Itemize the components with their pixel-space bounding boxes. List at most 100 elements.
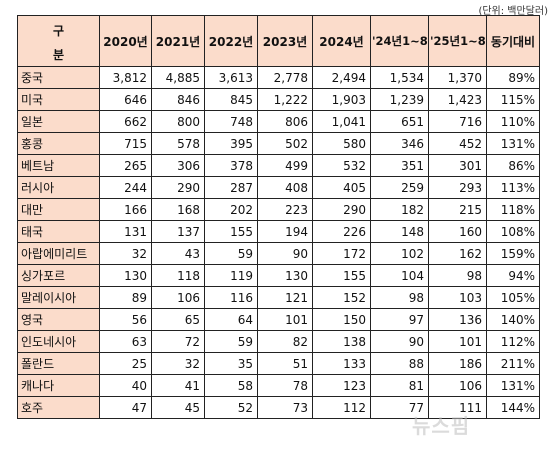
table-cell: 89% [486, 66, 540, 89]
table-cell: 715 [99, 132, 152, 155]
row-country-label: 대만 [17, 198, 100, 221]
corner-top-label: 구 [52, 24, 65, 38]
table-cell: 172 [312, 242, 371, 265]
table-cell: 1,239 [370, 88, 429, 111]
table-cell: 59 [204, 242, 258, 265]
row-country-label: 영국 [17, 308, 100, 331]
table-cell: 346 [370, 132, 429, 155]
table-cell: 138 [312, 330, 371, 353]
row-country-label: 일본 [17, 110, 100, 133]
table-cell: 1,903 [312, 88, 371, 111]
table-cell: 115% [486, 88, 540, 111]
table-cell: 82 [257, 330, 313, 353]
table-row: 태국 131 137 155 194 226 148 160 108% [17, 220, 540, 243]
table-cell: 182 [370, 198, 429, 221]
table-cell: 133 [312, 352, 371, 375]
table-cell: 395 [204, 132, 258, 155]
table-cell: 293 [428, 176, 487, 199]
table-cell: 32 [151, 352, 205, 375]
table-cell: 168 [151, 198, 205, 221]
col-header-2021: 2021년 [151, 15, 205, 67]
row-country-label: 아랍에미리트 [17, 242, 100, 265]
table-cell: 86% [486, 154, 540, 177]
row-country-label: 말레이시아 [17, 286, 100, 309]
table-cell: 301 [428, 154, 487, 177]
table-cell: 162 [428, 242, 487, 265]
export-table: 구 분 2020년 2021년 2022년 2023년 2024년 '24년1~… [17, 15, 540, 419]
row-country-label: 중국 [17, 66, 100, 89]
table-cell: 65 [151, 308, 205, 331]
row-country-label: 인도네시아 [17, 330, 100, 353]
col-header-yoy: 동기대비 [486, 15, 540, 67]
header-row: 구 분 2020년 2021년 2022년 2023년 2024년 '24년1~… [17, 15, 540, 67]
table-cell: 63 [99, 330, 152, 353]
table-cell: 90 [370, 330, 429, 353]
table-cell: 72 [151, 330, 205, 353]
table-cell: 351 [370, 154, 429, 177]
table-cell: 78 [257, 374, 313, 397]
table-cell: 580 [312, 132, 371, 155]
table-cell: 41 [151, 374, 205, 397]
table-row: 대만 166 168 202 223 290 182 215 118% [17, 198, 540, 221]
table-row: 중국 3,812 4,885 3,613 2,778 2,494 1,534 1,370 89% [17, 66, 540, 89]
table-cell: 186 [428, 352, 487, 375]
table-row: 러시아 244 290 287 408 405 259 293 113% [17, 176, 540, 199]
row-country-label: 싱가포르 [17, 264, 100, 287]
table-cell: 106 [428, 374, 487, 397]
table-cell: 2,778 [257, 66, 313, 89]
table-cell: 118% [486, 198, 540, 221]
table-cell: 140% [486, 308, 540, 331]
table-cell: 123 [312, 374, 371, 397]
table-body: 중국 3,812 4,885 3,613 2,778 2,494 1,534 1,370 89%… [17, 66, 540, 419]
table-row: 호주 47 45 52 73 112 77 111 144% [17, 396, 540, 419]
table-row: 말레이시아 89 106 116 121 152 98 103 105% [17, 286, 540, 309]
col-header-2020: 2020년 [99, 15, 152, 67]
table-cell: 104 [370, 264, 429, 287]
table-cell: 112% [486, 330, 540, 353]
table-cell: 58 [204, 374, 258, 397]
table-cell: 166 [99, 198, 152, 221]
table-cell: 103 [428, 286, 487, 309]
table-cell: 25 [99, 352, 152, 375]
table-row: 베트남 265 306 378 499 532 351 301 86% [17, 154, 540, 177]
table-cell: 59 [204, 330, 258, 353]
table-cell: 152 [312, 286, 371, 309]
table-cell: 1,041 [312, 110, 371, 133]
table-cell: 119 [204, 264, 258, 287]
table-cell: 3,812 [99, 66, 152, 89]
table-cell: 47 [99, 396, 152, 419]
table-cell: 64 [204, 308, 258, 331]
table-cell: 81 [370, 374, 429, 397]
table-cell: 716 [428, 110, 487, 133]
table-cell: 4,885 [151, 66, 205, 89]
col-header-24-jan-aug: '24년1~8월 [370, 15, 429, 67]
table-cell: 98 [428, 264, 487, 287]
table-cell: 1,423 [428, 88, 487, 111]
table-cell: 112 [312, 396, 371, 419]
row-country-label: 베트남 [17, 154, 100, 177]
table-row: 캐나다 40 41 58 78 123 81 106 131% [17, 374, 540, 397]
table-cell: 97 [370, 308, 429, 331]
table-cell: 499 [257, 154, 313, 177]
table-cell: 651 [370, 110, 429, 133]
table-cell: 1,534 [370, 66, 429, 89]
table-cell: 155 [312, 264, 371, 287]
table-cell: 131% [486, 132, 540, 155]
table-cell: 98 [370, 286, 429, 309]
table-cell: 130 [99, 264, 152, 287]
table-cell: 144% [486, 396, 540, 419]
table-cell: 3,613 [204, 66, 258, 89]
table-cell: 118 [151, 264, 205, 287]
row-country-label: 태국 [17, 220, 100, 243]
row-country-label: 호주 [17, 396, 100, 419]
table-cell: 155 [204, 220, 258, 243]
table-cell: 116 [204, 286, 258, 309]
row-country-label: 러시아 [17, 176, 100, 199]
table-row: 영국 56 65 64 101 150 97 136 140% [17, 308, 540, 331]
table-row: 인도네시아 63 72 59 82 138 90 101 112% [17, 330, 540, 353]
table-cell: 121 [257, 286, 313, 309]
row-country-label: 홍콩 [17, 132, 100, 155]
table-cell: 378 [204, 154, 258, 177]
table-cell: 131% [486, 374, 540, 397]
table-cell: 101 [257, 308, 313, 331]
